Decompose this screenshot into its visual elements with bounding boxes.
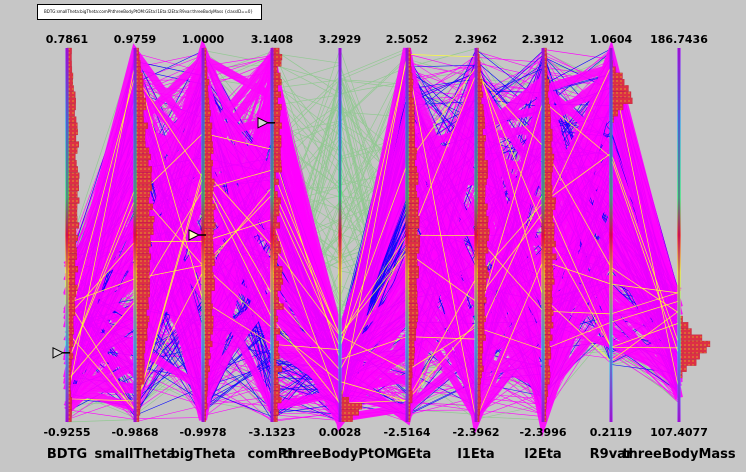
axis-name-threebodymass: threeBodyMass bbox=[622, 447, 736, 462]
axis-max-comph: 3.1408 bbox=[251, 33, 293, 46]
marker-layer bbox=[52, 116, 275, 359]
histogram-bdtg bbox=[66, 47, 80, 422]
dense-main-band bbox=[63, 38, 683, 438]
axis-name-comph: comPh bbox=[248, 447, 297, 462]
histogram-comph bbox=[271, 47, 284, 422]
axis-name-r9var: R9var bbox=[590, 447, 633, 462]
axis-max-bigtheta: 1.0000 bbox=[182, 33, 225, 46]
label-layer: 0.7861 -0.9255 0.9759 -0.9868 1.0000 -0.9978 3… bbox=[43, 33, 735, 462]
axis-min-smalltheta: -0.9868 bbox=[111, 426, 158, 439]
axis-name-l1eta: l1Eta bbox=[457, 447, 494, 462]
highlight-lines bbox=[66, 54, 680, 421]
axis-max-r9var: 1.0604 bbox=[590, 33, 633, 46]
axis-max-threebodymass: 186.7436 bbox=[650, 33, 708, 46]
axis-min-r9var: 0.2119 bbox=[590, 426, 632, 439]
histogram-smalltheta bbox=[134, 47, 155, 422]
range-marker-comph[interactable] bbox=[257, 116, 270, 129]
axis-min-comph: -3.1323 bbox=[248, 426, 295, 439]
axis-min-threebodyptom: 0.0028 bbox=[319, 426, 361, 439]
histogram-l1eta bbox=[475, 47, 490, 422]
axis-max-l2eta: 2.3912 bbox=[522, 33, 564, 46]
histogram-bigtheta bbox=[202, 47, 216, 422]
axis-name-bdtg: BDTG bbox=[47, 447, 87, 462]
range-marker-bigtheta[interactable] bbox=[188, 229, 201, 241]
range-marker-bdtg[interactable] bbox=[52, 347, 65, 359]
axis-max-bdtg: 0.7861 bbox=[46, 33, 88, 46]
axis-name-threebodyptom: threeBodyPtOM bbox=[282, 447, 398, 462]
histogram-l2eta bbox=[542, 47, 557, 422]
histogram-geta bbox=[406, 47, 421, 422]
axis-min-bigtheta: -0.9978 bbox=[179, 426, 226, 439]
axis-name-l2eta: l2Eta bbox=[524, 447, 561, 462]
axis-max-smalltheta: 0.9759 bbox=[114, 33, 156, 46]
axis-min-bdtg: -0.9255 bbox=[43, 426, 90, 439]
axis-min-geta: -2.5164 bbox=[383, 426, 430, 439]
polyline-layer bbox=[63, 38, 683, 438]
axis-max-geta: 2.5052 bbox=[386, 33, 428, 46]
axis-name-geta: GEta bbox=[397, 447, 432, 462]
axis-max-threebodyptom: 3.2929 bbox=[319, 33, 361, 46]
axis-min-l2eta: -2.3996 bbox=[519, 426, 566, 439]
histogram-threebodymass bbox=[678, 315, 711, 379]
axis-min-l1eta: -2.3962 bbox=[452, 426, 499, 439]
axis-min-threebodymass: 107.4077 bbox=[650, 426, 708, 439]
axis-name-smalltheta: smallTheta bbox=[95, 447, 176, 462]
plot-title: BDTG:smallTheta:bigTheta:comPhthreeBodyP… bbox=[37, 4, 262, 20]
axis-max-l1eta: 2.3962 bbox=[455, 33, 497, 46]
axis-name-bigtheta: bigTheta bbox=[171, 447, 236, 462]
